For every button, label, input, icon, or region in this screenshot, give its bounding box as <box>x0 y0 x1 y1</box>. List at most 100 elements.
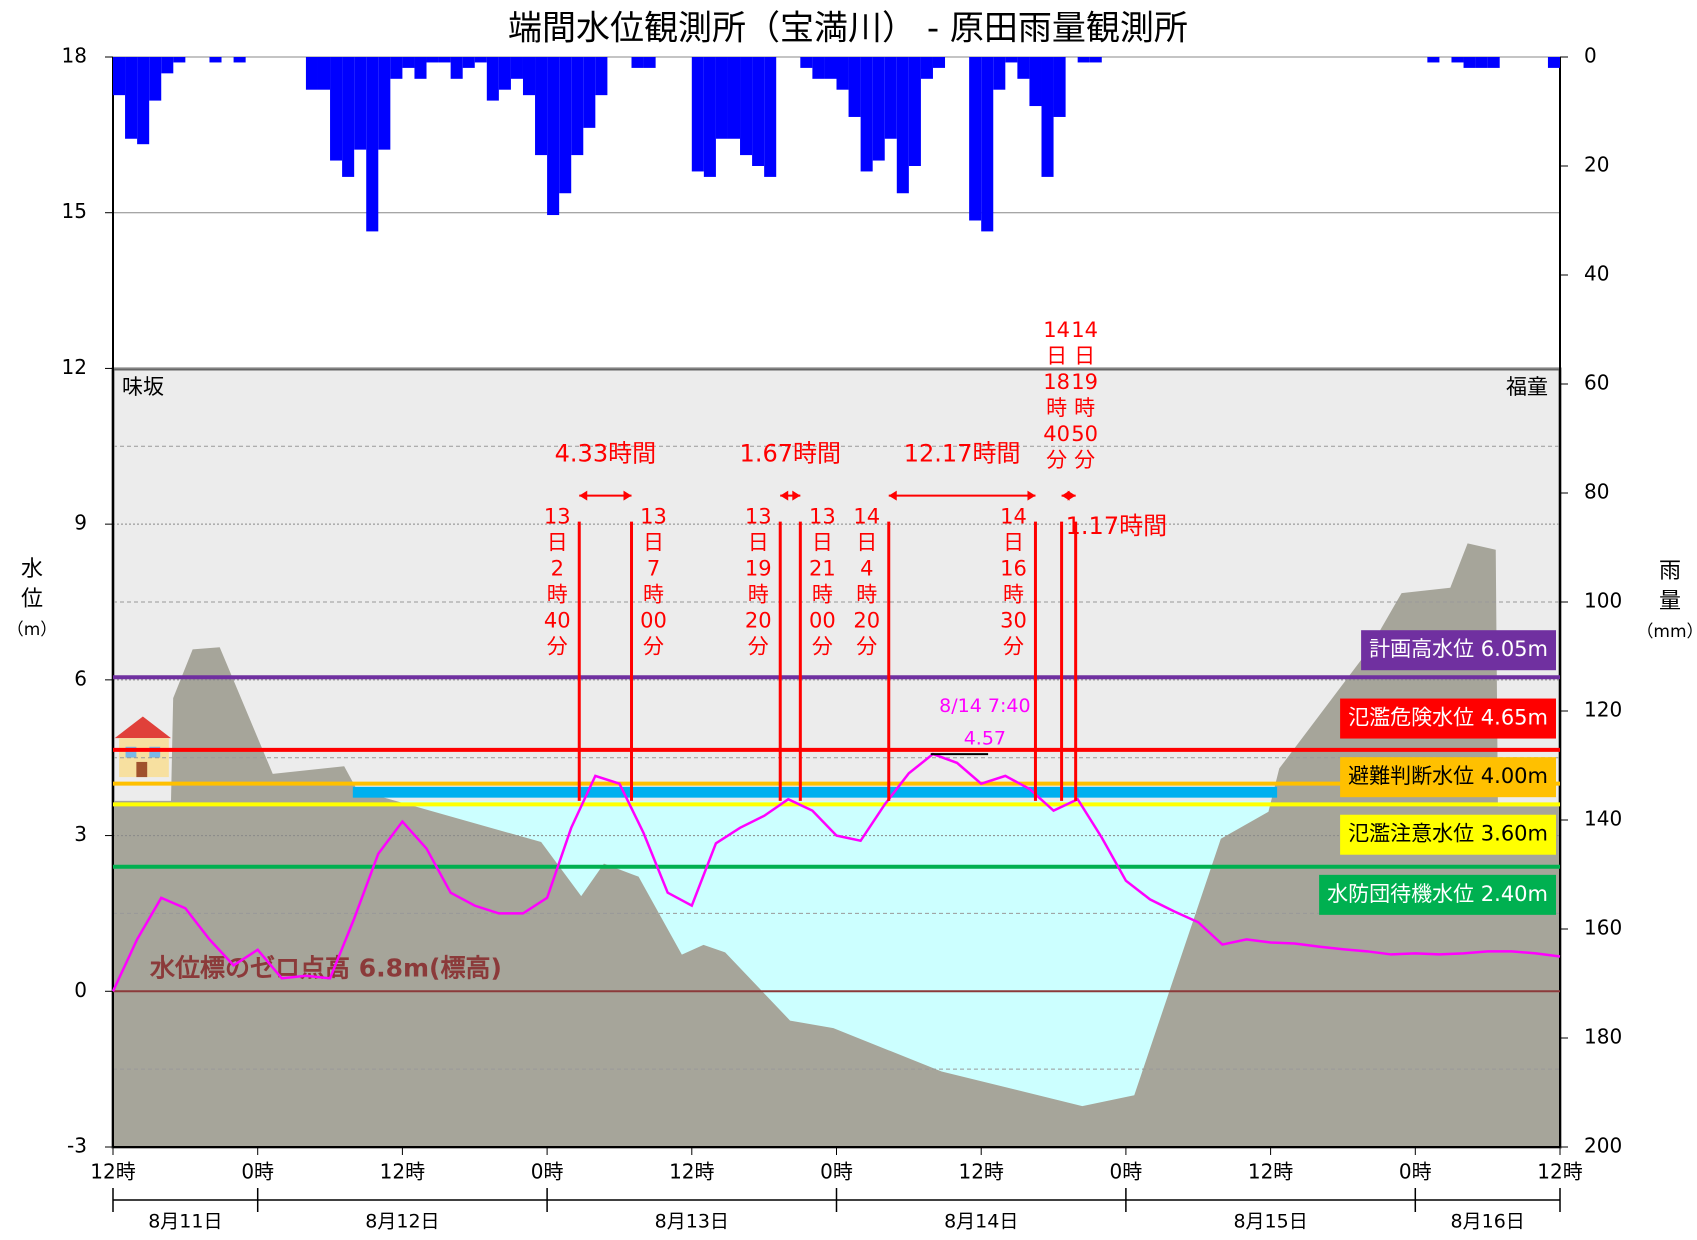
rain-bar <box>559 57 572 194</box>
rain-bar <box>149 57 162 101</box>
event-label: 14 日 18 時 40 分 <box>1043 318 1070 472</box>
rain-bar <box>510 57 523 79</box>
x-tick-label: 0時 <box>820 1160 853 1184</box>
chart-title: 端間水位観測所（宝満川） - 原田雨量観測所 <box>508 9 1188 49</box>
station-label: 味坂 <box>122 375 164 399</box>
rain-bar <box>993 57 1006 90</box>
rain-bar <box>366 57 379 232</box>
x-tick-label: 12時 <box>90 1160 135 1184</box>
date-label: 8月14日 <box>944 1211 1018 1233</box>
rain-bar <box>498 57 511 90</box>
levee <box>352 786 1278 798</box>
rain-bar <box>426 57 439 63</box>
rain-bar <box>305 57 318 90</box>
rain-bar <box>969 57 982 221</box>
rain-bar <box>872 57 885 161</box>
rain-bar <box>1487 57 1500 68</box>
y-tick-label: 15 <box>62 199 87 223</box>
threshold-label-box <box>1340 814 1556 855</box>
threshold-label: 氾濫危険水位 4.65m <box>1348 706 1548 730</box>
rain-bar <box>450 57 463 79</box>
threshold-label: 氾濫注意水位 3.60m <box>1348 822 1548 846</box>
rain-bar <box>908 57 921 166</box>
threshold-label-box <box>1340 757 1556 798</box>
event-label: 14 日 19 時 50 分 <box>1071 318 1098 472</box>
event-label: 14 日 16 時 30 分 <box>1000 504 1027 658</box>
x-tick-label: 0時 <box>1110 1160 1143 1184</box>
rain-bar <box>522 57 536 96</box>
rain-bar <box>1005 57 1018 63</box>
cross-section <box>112 543 1560 1148</box>
y2-tick-label: 100 <box>1584 589 1622 613</box>
arrow-head <box>1061 490 1070 501</box>
threshold-label: 避難判断水位 4.00m <box>1348 764 1548 788</box>
y2-tick-label: 60 <box>1584 371 1609 395</box>
rain-bar <box>631 57 644 68</box>
rain-bar <box>800 57 813 68</box>
rain-bar <box>812 57 825 79</box>
y2-tick-label: 160 <box>1584 916 1622 940</box>
rain-bar <box>595 57 608 96</box>
date-label: 8月15日 <box>1233 1211 1307 1233</box>
x-tick-label: 12時 <box>1537 1160 1582 1184</box>
duration-label: 12.17時間 <box>904 440 1021 468</box>
rain-bar <box>1475 57 1488 68</box>
arrow-head <box>579 490 588 501</box>
rain-bar <box>378 57 391 150</box>
y2-tick-label: 200 <box>1584 1134 1622 1158</box>
rain-bar <box>414 57 427 79</box>
rain-bar <box>486 57 499 101</box>
rain-bar <box>824 57 837 79</box>
rain-bar <box>1463 57 1476 68</box>
rain-bar <box>1547 57 1560 68</box>
event-label: 13 日 19 時 20 分 <box>745 504 772 658</box>
event-label: 13 日 2 時 40 分 <box>544 504 571 658</box>
rain-bar <box>703 57 716 177</box>
threshold-label: 計画高水位 6.05m <box>1369 637 1548 661</box>
x-tick-label: 0時 <box>531 1160 564 1184</box>
threshold-label-box <box>1361 630 1556 671</box>
rain-bar <box>474 57 487 63</box>
arrow-head <box>1067 490 1076 501</box>
y-tick-label: 3 <box>74 822 87 846</box>
rain-bar <box>571 57 584 156</box>
event-label: 14 日 4 時 20 分 <box>853 504 880 658</box>
x-tick-label: 12時 <box>669 1160 714 1184</box>
y2-tick-label: 40 <box>1584 262 1609 286</box>
rain-bar <box>233 57 246 63</box>
y2-tick-label: 140 <box>1584 807 1622 831</box>
rain-bar <box>1089 57 1102 63</box>
rain-bar <box>402 57 415 68</box>
y-tick-label: 9 <box>74 511 87 535</box>
rain-bar <box>715 57 728 139</box>
rain-bar <box>860 57 873 172</box>
y2-axis-label: （mm） <box>1636 622 1697 642</box>
rain-bar <box>547 57 560 216</box>
rain-bar <box>583 57 596 128</box>
rain-bar <box>330 57 343 161</box>
rain-bar <box>1041 57 1054 177</box>
rain-bar <box>643 57 656 68</box>
arrow-head <box>780 490 789 501</box>
rain-bar <box>932 57 946 68</box>
threshold-label: 水防団待機水位 2.40m <box>1327 882 1548 906</box>
rain-bar <box>1053 57 1066 117</box>
threshold-label-box <box>1319 874 1556 915</box>
rain-bar <box>390 57 403 79</box>
y2-tick-label: 0 <box>1584 44 1597 68</box>
arrow-head <box>792 490 801 501</box>
rain-bar <box>1017 57 1030 79</box>
rain-bar <box>884 57 897 139</box>
date-label: 8月13日 <box>655 1211 729 1233</box>
x-tick-label: 0時 <box>241 1160 274 1184</box>
rain-bar <box>1077 57 1090 63</box>
y-tick-label: -3 <box>67 1134 87 1158</box>
terrain <box>112 543 1560 1148</box>
y-tick-label: 6 <box>74 666 87 690</box>
duration-label: 1.67時間 <box>740 440 841 468</box>
rain-bar <box>727 57 741 139</box>
rain-bar <box>920 57 933 79</box>
event-label: 13 日 7 時 00 分 <box>640 504 667 658</box>
rain-bar <box>1029 57 1042 107</box>
